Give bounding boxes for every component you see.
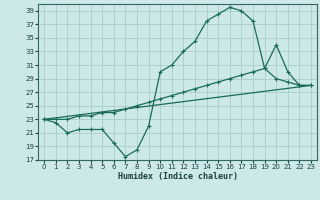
X-axis label: Humidex (Indice chaleur): Humidex (Indice chaleur)	[118, 172, 238, 181]
